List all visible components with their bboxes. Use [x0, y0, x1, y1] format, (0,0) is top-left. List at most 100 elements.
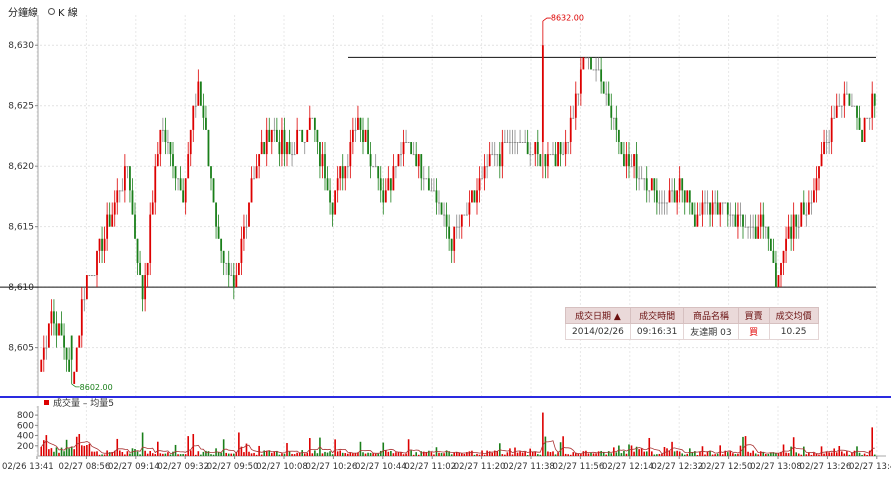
volume-bar [367, 452, 369, 456]
candle [716, 190, 719, 215]
candle-body [258, 154, 261, 167]
time-tick-label: 02/27 11:02 [404, 462, 456, 472]
candle-body [655, 190, 658, 203]
candle-body [172, 154, 174, 167]
candle-body [93, 275, 96, 277]
volume-bar [770, 452, 772, 456]
candle [126, 166, 129, 179]
price-tick-label: 8,620 [8, 162, 34, 172]
volume-bar [324, 451, 326, 456]
candle [169, 142, 172, 167]
volume-bar [656, 454, 658, 456]
candle [141, 275, 144, 312]
volume-bar [633, 451, 635, 456]
candle-body [326, 178, 329, 191]
candle-body [101, 238, 103, 251]
volume-bar [101, 454, 103, 456]
candle-body [306, 129, 309, 142]
candle [164, 117, 167, 155]
volume-bar [580, 454, 582, 456]
candle [810, 190, 813, 215]
candle-body [278, 142, 281, 155]
candle-body [516, 142, 519, 143]
candle [146, 262, 149, 288]
volume-bar [645, 451, 648, 456]
candle-body [617, 129, 620, 142]
candle [463, 214, 466, 216]
candle [68, 347, 71, 372]
candle-body [612, 117, 615, 119]
candle [268, 117, 271, 142]
candle-body [478, 178, 481, 191]
candle-body [179, 178, 182, 191]
volume-bar [851, 452, 853, 456]
candle-body [633, 154, 635, 167]
candle [719, 202, 722, 227]
col-avg-price: 成交均價 [768, 307, 819, 324]
candle-body [177, 178, 179, 180]
volume-bar [620, 453, 623, 456]
volume-bar [423, 451, 425, 456]
volume-bar [825, 451, 828, 456]
candles [40, 21, 876, 384]
candle-body [757, 226, 760, 239]
candle-body [270, 129, 273, 142]
candle [291, 142, 293, 167]
volume-bar [374, 453, 377, 456]
volume-bar [134, 448, 136, 456]
candle [643, 178, 646, 191]
candle-body [729, 214, 732, 216]
candle [179, 166, 182, 191]
volume-bar [775, 453, 777, 456]
volume-bar [450, 454, 453, 456]
candle [734, 202, 737, 227]
volume-bar [354, 453, 357, 456]
candle-body [260, 142, 263, 155]
candle-body [412, 154, 415, 156]
candle-body [557, 142, 559, 167]
candle [564, 129, 567, 167]
candle [405, 129, 407, 143]
candle [792, 202, 795, 251]
volume-legend-label: 成交量 – 均量5 [53, 397, 114, 409]
tab-minute-line[interactable]: 分鐘線 [8, 4, 38, 19]
volume-bar [767, 453, 770, 456]
candle [98, 238, 101, 263]
candle-body [357, 117, 359, 130]
candle-body [590, 57, 592, 70]
candle-body [830, 117, 833, 142]
volume-bar [212, 454, 215, 456]
candle-body [754, 226, 757, 239]
candle-body [559, 142, 562, 155]
candle-body [341, 166, 344, 179]
candle-body [640, 178, 643, 180]
volume-bar [727, 452, 729, 456]
candle [521, 142, 524, 143]
volume-bar [557, 452, 559, 456]
volume-bar [448, 451, 450, 456]
candle-body [714, 202, 717, 204]
candle [136, 238, 139, 276]
volume-bar [554, 454, 557, 456]
candle-body [237, 262, 240, 276]
col-trade-time: 成交時間 [629, 307, 685, 324]
candle [187, 142, 190, 179]
table-row[interactable]: 2014/02/26 09:16:31 友達期 03 買 10.25 [565, 323, 819, 340]
candle-body [873, 93, 876, 106]
tab-k-line[interactable]: K 線 [48, 4, 78, 19]
col-trade-date[interactable]: 成交日期 ▲ [565, 307, 631, 324]
low-marker-label: 8602.00 [80, 383, 113, 392]
candle [607, 81, 610, 106]
candle-body [653, 178, 656, 191]
volume-bar [559, 442, 562, 456]
candle-body [187, 154, 190, 179]
candle-body [536, 142, 539, 155]
candle [364, 129, 367, 142]
price-tick-label: 8,625 [8, 102, 34, 112]
candle-body [113, 202, 116, 215]
candle-body [749, 226, 752, 228]
candle [341, 154, 344, 191]
volume-bar [577, 453, 580, 456]
candle [167, 129, 169, 155]
candle [149, 202, 152, 276]
